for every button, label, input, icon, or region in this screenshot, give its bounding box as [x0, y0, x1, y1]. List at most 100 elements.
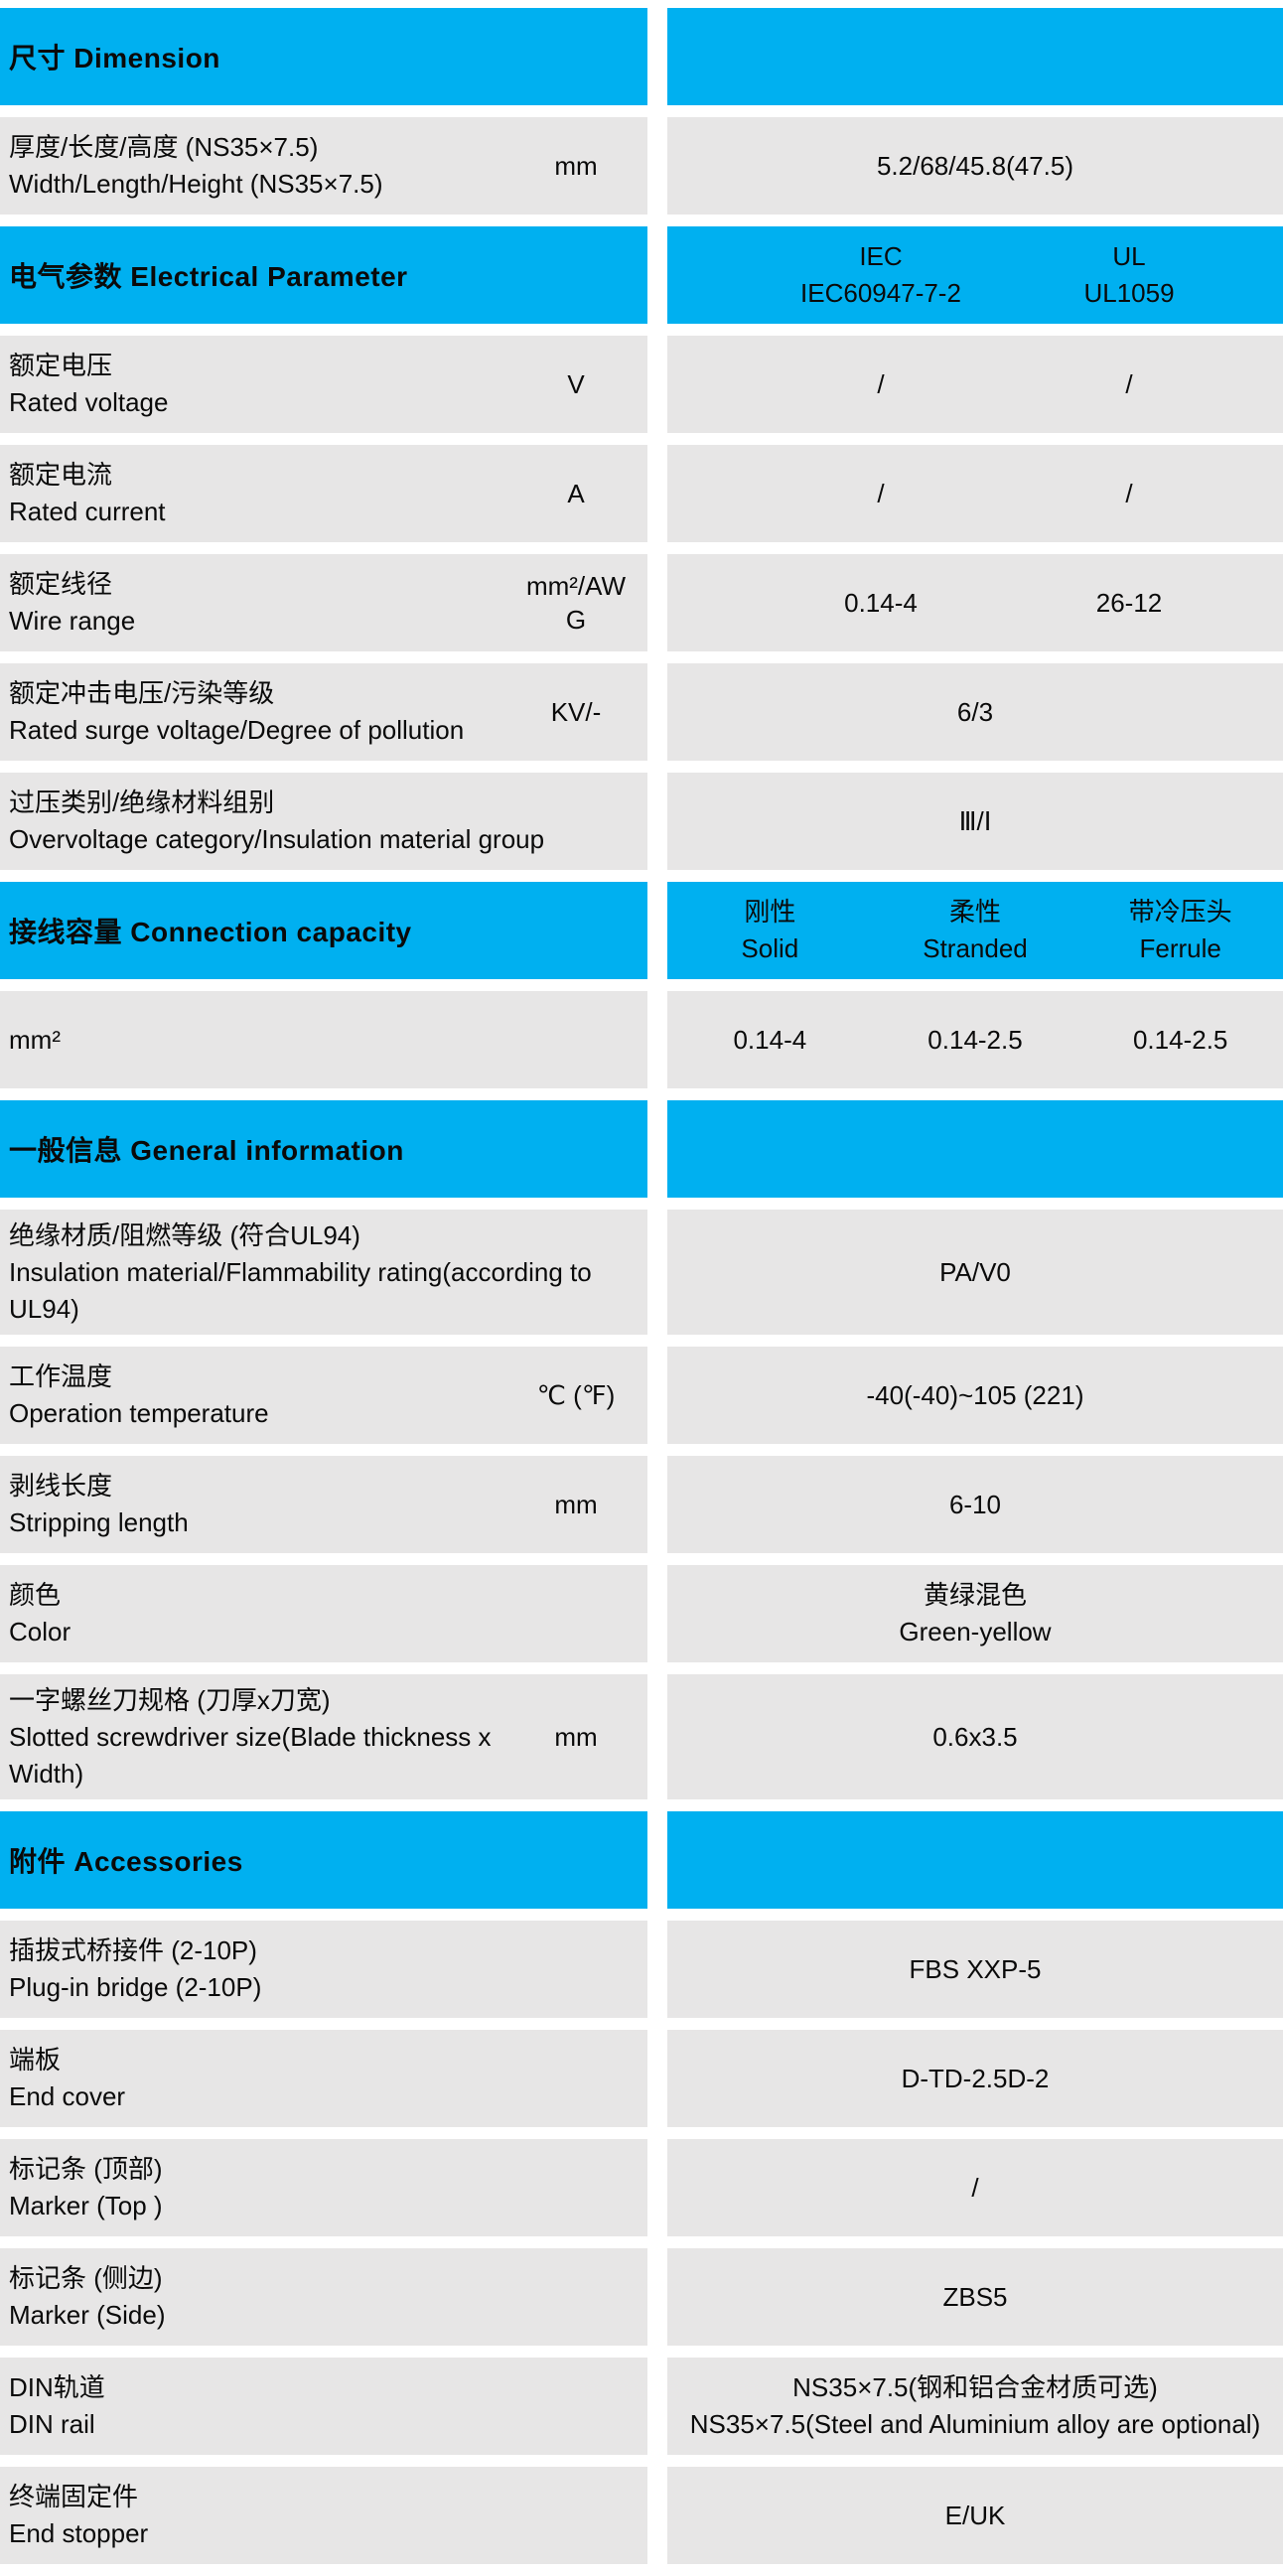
param-label-zh: 一字螺丝刀规格 (刀厚x刀宽): [9, 1684, 331, 1715]
param-label: 额定线径 Wire range: [0, 566, 520, 640]
value-cell: PA/V0: [667, 1210, 1283, 1335]
param-label: 标记条 (侧边) Marker (Side): [0, 2260, 647, 2334]
param-label: 插拔式桥接件 (2-10P) Plug-in bridge (2-10P): [0, 1932, 647, 2006]
spec-row-rated-voltage: 额定电压 Rated voltage V / /: [0, 336, 1283, 433]
value-iec: 0.14-4: [844, 587, 918, 618]
value-cell: 6/3: [667, 663, 1283, 761]
conductor-col-solid: 刚性 Solid: [667, 894, 873, 967]
section-header-spacer: [667, 1811, 1283, 1909]
param-label-zh: 额定冲击电压/污染等级: [9, 678, 275, 708]
value-line-en: NS35×7.5(Steel and Aluminium alloy are o…: [689, 2409, 1261, 2439]
value-cell: 0.6x3.5: [667, 1674, 1283, 1799]
param-cell: 额定电压 Rated voltage V: [0, 336, 647, 433]
value-cell: /: [667, 2139, 1283, 2236]
param-label: 工作温度 Operation temperature: [0, 1359, 520, 1432]
param-label: 额定电压 Rated voltage: [0, 348, 520, 421]
param-label-en: Rated current: [9, 497, 166, 526]
param-label-zh: 剥线长度: [9, 1471, 113, 1501]
value-cell: D-TD-2.5D-2: [667, 2030, 1283, 2127]
conductor-en: Stranded: [923, 933, 1028, 963]
param-label-en: Color: [9, 1617, 71, 1646]
conductor-col-stranded: 柔性 Stranded: [873, 894, 1078, 967]
param-cell: 绝缘材质/阻燃等级 (符合UL94) Insulation material/F…: [0, 1210, 647, 1335]
spec-row-surge-voltage: 额定冲击电压/污染等级 Rated surge voltage/Degree o…: [0, 663, 1283, 761]
spec-row-end-cover: 端板 End cover D-TD-2.5D-2: [0, 2030, 1283, 2127]
value-text: D-TD-2.5D-2: [901, 2063, 1050, 2093]
param-label-zh: 终端固定件: [9, 2482, 139, 2511]
section-header-row-dimension: 尺寸 Dimension: [0, 8, 1283, 105]
section-title-cell: 电气参数 Electrical Parameter: [0, 226, 647, 324]
param-label-zh: 插拔式桥接件 (2-10P): [9, 1935, 257, 1965]
param-label: 剥线长度 Stripping length: [0, 1468, 520, 1541]
param-label: 额定冲击电压/污染等级 Rated surge voltage/Degree o…: [0, 675, 520, 749]
param-cell: 颜色 Color: [0, 1565, 647, 1662]
unit-label: mm: [554, 151, 598, 181]
value-cell: / /: [667, 445, 1283, 542]
section-title-cell: 尺寸 Dimension: [0, 8, 647, 105]
spec-row-operation-temperature: 工作温度 Operation temperature ℃ (℉) -40(-40…: [0, 1347, 1283, 1444]
spec-row-marker-side: 标记条 (侧边) Marker (Side) ZBS5: [0, 2248, 1283, 2346]
value-iec: /: [877, 478, 885, 508]
param-label: 额定电流 Rated current: [0, 457, 520, 530]
unit-label: V: [567, 369, 585, 399]
value-text: 6/3: [956, 696, 994, 727]
param-cell: 剥线长度 Stripping length mm: [0, 1456, 647, 1553]
param-label-zh: 绝缘材质/阻燃等级 (符合UL94): [9, 1219, 360, 1250]
section-title-cell: 接线容量 Connection capacity: [0, 882, 647, 979]
param-label-en: Marker (Top ): [9, 2191, 163, 2220]
param-cell: 厚度/长度/高度 (NS35×7.5) Width/Length/Height …: [0, 117, 647, 215]
value-cell: FBS XXP-5: [667, 1921, 1283, 2018]
section-header-row-electrical: 电气参数 Electrical Parameter IEC IEC60947-7…: [0, 226, 1283, 324]
value-text: 5.2/68/45.8(47.5): [876, 150, 1074, 181]
section-header-spacer: [667, 8, 1283, 105]
param-label-en: Insulation material/Flammability rating(…: [9, 1256, 592, 1324]
value-cell: 5.2/68/45.8(47.5): [667, 117, 1283, 215]
param-cell: 过压类别/绝缘材料组别 Overvoltage category/Insulat…: [0, 773, 647, 870]
section-header-spacer: [667, 1100, 1283, 1198]
value-text: Ⅲ/Ⅰ: [958, 805, 992, 836]
spec-row-color: 颜色 Color 黄绿混色 Green-yellow: [0, 1565, 1283, 1662]
param-label: 端板 End cover: [0, 2042, 647, 2115]
unit-label: A: [567, 479, 585, 508]
standard-name: UL: [1112, 241, 1146, 271]
section-title: 附件 Accessories: [9, 1846, 243, 1877]
param-label: mm²: [0, 1022, 647, 1059]
spec-row-din-rail: DIN轨道 DIN rail NS35×7.5(钢和铝合金材质可选) NS35×…: [0, 2358, 1283, 2455]
conductor-en: Solid: [741, 933, 799, 963]
param-label-en: DIN rail: [9, 2409, 95, 2439]
param-label-zh: 额定电流: [9, 460, 113, 490]
param-label-en: Rated surge voltage/Degree of pollution: [9, 715, 465, 745]
spec-row-wire-range: 额定线径 Wire range mm²/AWG 0.14-4 26-12: [0, 554, 1283, 651]
unit-label: ℃ (℉): [536, 1380, 616, 1410]
unit-label: mm: [554, 1722, 598, 1752]
unit-label: KV/-: [550, 697, 602, 727]
param-label-zh: 额定电压: [9, 351, 113, 380]
param-cell: 工作温度 Operation temperature ℃ (℉): [0, 1347, 647, 1444]
param-cell: 插拔式桥接件 (2-10P) Plug-in bridge (2-10P): [0, 1921, 647, 2018]
value-cell: 6-10: [667, 1456, 1283, 1553]
param-label-zh: 工作温度: [9, 1361, 113, 1391]
param-label: 过压类别/绝缘材料组别 Overvoltage category/Insulat…: [0, 785, 647, 858]
param-label-zh: 颜色: [9, 1580, 62, 1610]
spec-row-marker-top: 标记条 (顶部) Marker (Top ) /: [0, 2139, 1283, 2236]
param-cell: 一字螺丝刀规格 (刀厚x刀宽) Slotted screwdriver size…: [0, 1674, 647, 1799]
value-iec: /: [877, 368, 885, 399]
standard-name: IEC: [859, 241, 903, 271]
standard-code: UL1059: [1083, 278, 1175, 308]
standard-col-ul: UL UL1059: [1005, 238, 1253, 312]
param-cell: DIN轨道 DIN rail: [0, 2358, 647, 2455]
param-cell: 标记条 (侧边) Marker (Side): [0, 2248, 647, 2346]
section-title: 电气参数 Electrical Parameter: [9, 261, 408, 292]
param-cell: 额定线径 Wire range mm²/AWG: [0, 554, 647, 651]
spec-row-plug-in-bridge: 插拔式桥接件 (2-10P) Plug-in bridge (2-10P) FB…: [0, 1921, 1283, 2018]
param-label: 颜色 Color: [0, 1577, 647, 1650]
param-label: 绝缘材质/阻燃等级 (符合UL94) Insulation material/F…: [0, 1217, 647, 1328]
conductor-zh: 刚性: [744, 897, 796, 927]
param-label-en: End cover: [9, 2081, 126, 2111]
value-cell: ZBS5: [667, 2248, 1283, 2346]
param-cell: mm²: [0, 991, 647, 1088]
spec-row-capacity-mm2: mm² 0.14-4 0.14-2.5 0.14-2.5: [0, 991, 1283, 1088]
standards-header-cell: IEC IEC60947-7-2 UL UL1059: [667, 226, 1283, 324]
param-label-zh: DIN轨道: [9, 2372, 105, 2402]
